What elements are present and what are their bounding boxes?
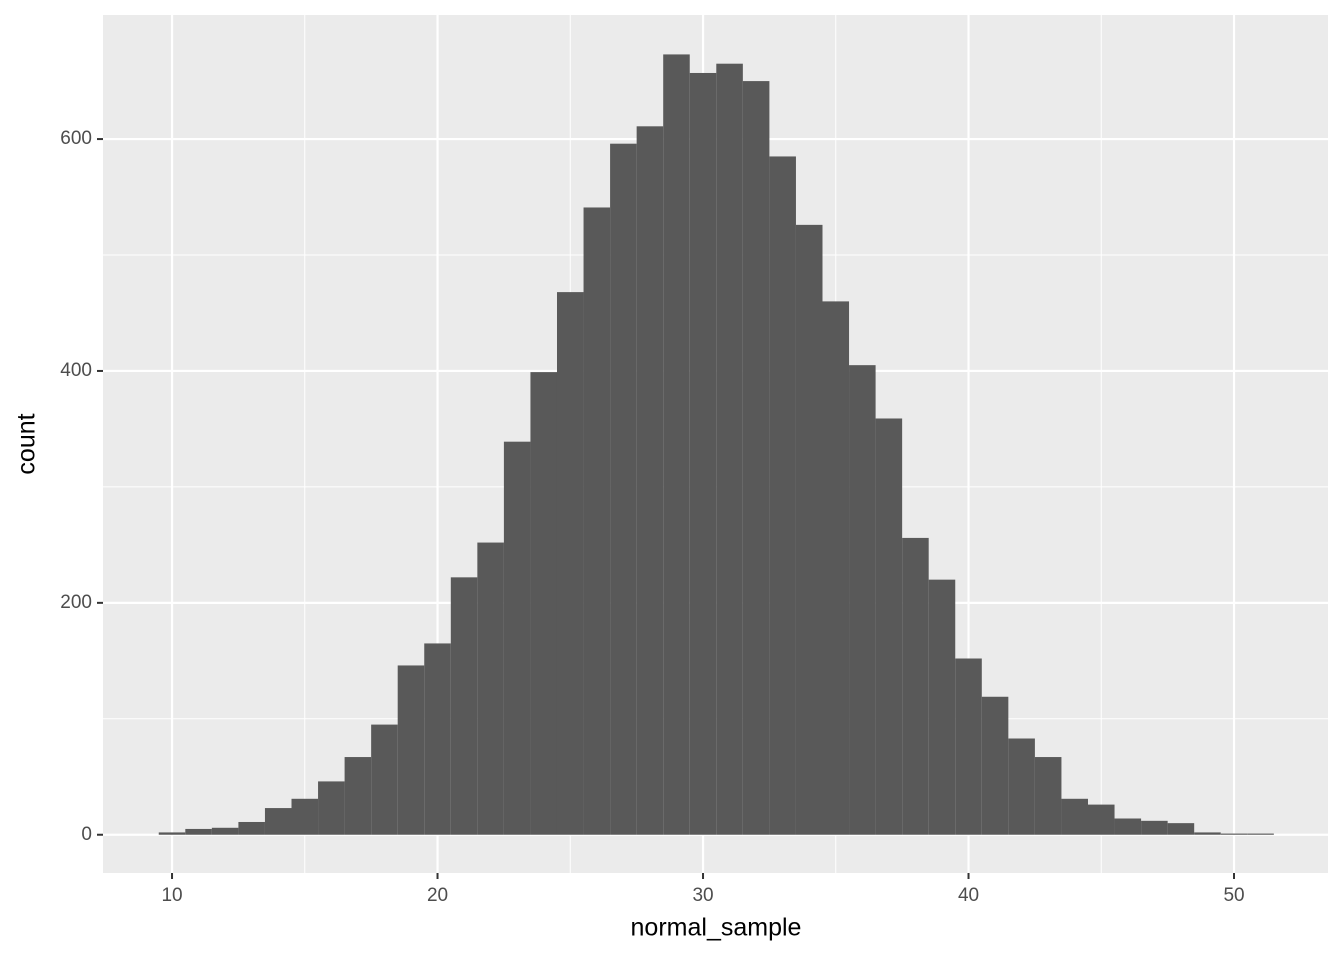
y-tick-label: 600 xyxy=(60,128,92,149)
bar xyxy=(238,821,265,835)
x-tick-label: 20 xyxy=(427,885,448,906)
bar xyxy=(1220,833,1248,835)
bar xyxy=(1247,833,1274,835)
bar xyxy=(1008,738,1035,835)
bar xyxy=(981,696,1009,835)
y-tick-label: 400 xyxy=(60,360,92,381)
bar xyxy=(477,542,504,835)
bar xyxy=(397,665,425,835)
y-tick-label: 200 xyxy=(60,592,92,613)
bar xyxy=(769,156,796,835)
bar xyxy=(318,781,345,835)
bar xyxy=(530,372,557,835)
bar xyxy=(663,54,690,835)
bar xyxy=(583,207,611,835)
bar xyxy=(211,827,239,835)
bar xyxy=(1141,820,1168,835)
bar xyxy=(955,658,982,835)
bar xyxy=(822,301,850,835)
bar xyxy=(344,757,372,835)
bars xyxy=(158,54,1274,835)
x-tick-label: 50 xyxy=(1223,885,1244,906)
bar xyxy=(742,81,770,835)
bar xyxy=(556,292,584,835)
bar xyxy=(291,798,319,835)
bar xyxy=(849,365,876,835)
bar xyxy=(1087,804,1115,835)
bar xyxy=(716,63,743,835)
bar xyxy=(875,418,903,835)
bar xyxy=(1194,832,1221,835)
y-axis-title: count xyxy=(13,413,41,474)
bar xyxy=(1167,823,1195,835)
bar xyxy=(636,126,664,835)
bar xyxy=(689,72,717,835)
bar xyxy=(1061,798,1088,835)
bar xyxy=(185,828,212,835)
bar xyxy=(902,537,929,835)
bar xyxy=(610,143,637,835)
bar xyxy=(503,441,531,835)
ticks: 10 20 30 40 50 0 200 400 600 xyxy=(60,128,1244,906)
bar xyxy=(1114,818,1142,835)
x-tick-label: 10 xyxy=(161,885,182,906)
bar xyxy=(928,579,956,835)
bar xyxy=(264,808,292,835)
bar xyxy=(371,724,398,835)
bar xyxy=(450,577,478,835)
y-tick-label: 0 xyxy=(81,824,92,845)
x-tick-label: 30 xyxy=(692,885,713,906)
bar xyxy=(795,224,823,835)
bar xyxy=(1034,757,1062,835)
bar xyxy=(424,643,451,835)
x-axis-title: normal_sample xyxy=(631,914,802,942)
bar xyxy=(158,832,186,835)
x-tick-label: 40 xyxy=(958,885,979,906)
